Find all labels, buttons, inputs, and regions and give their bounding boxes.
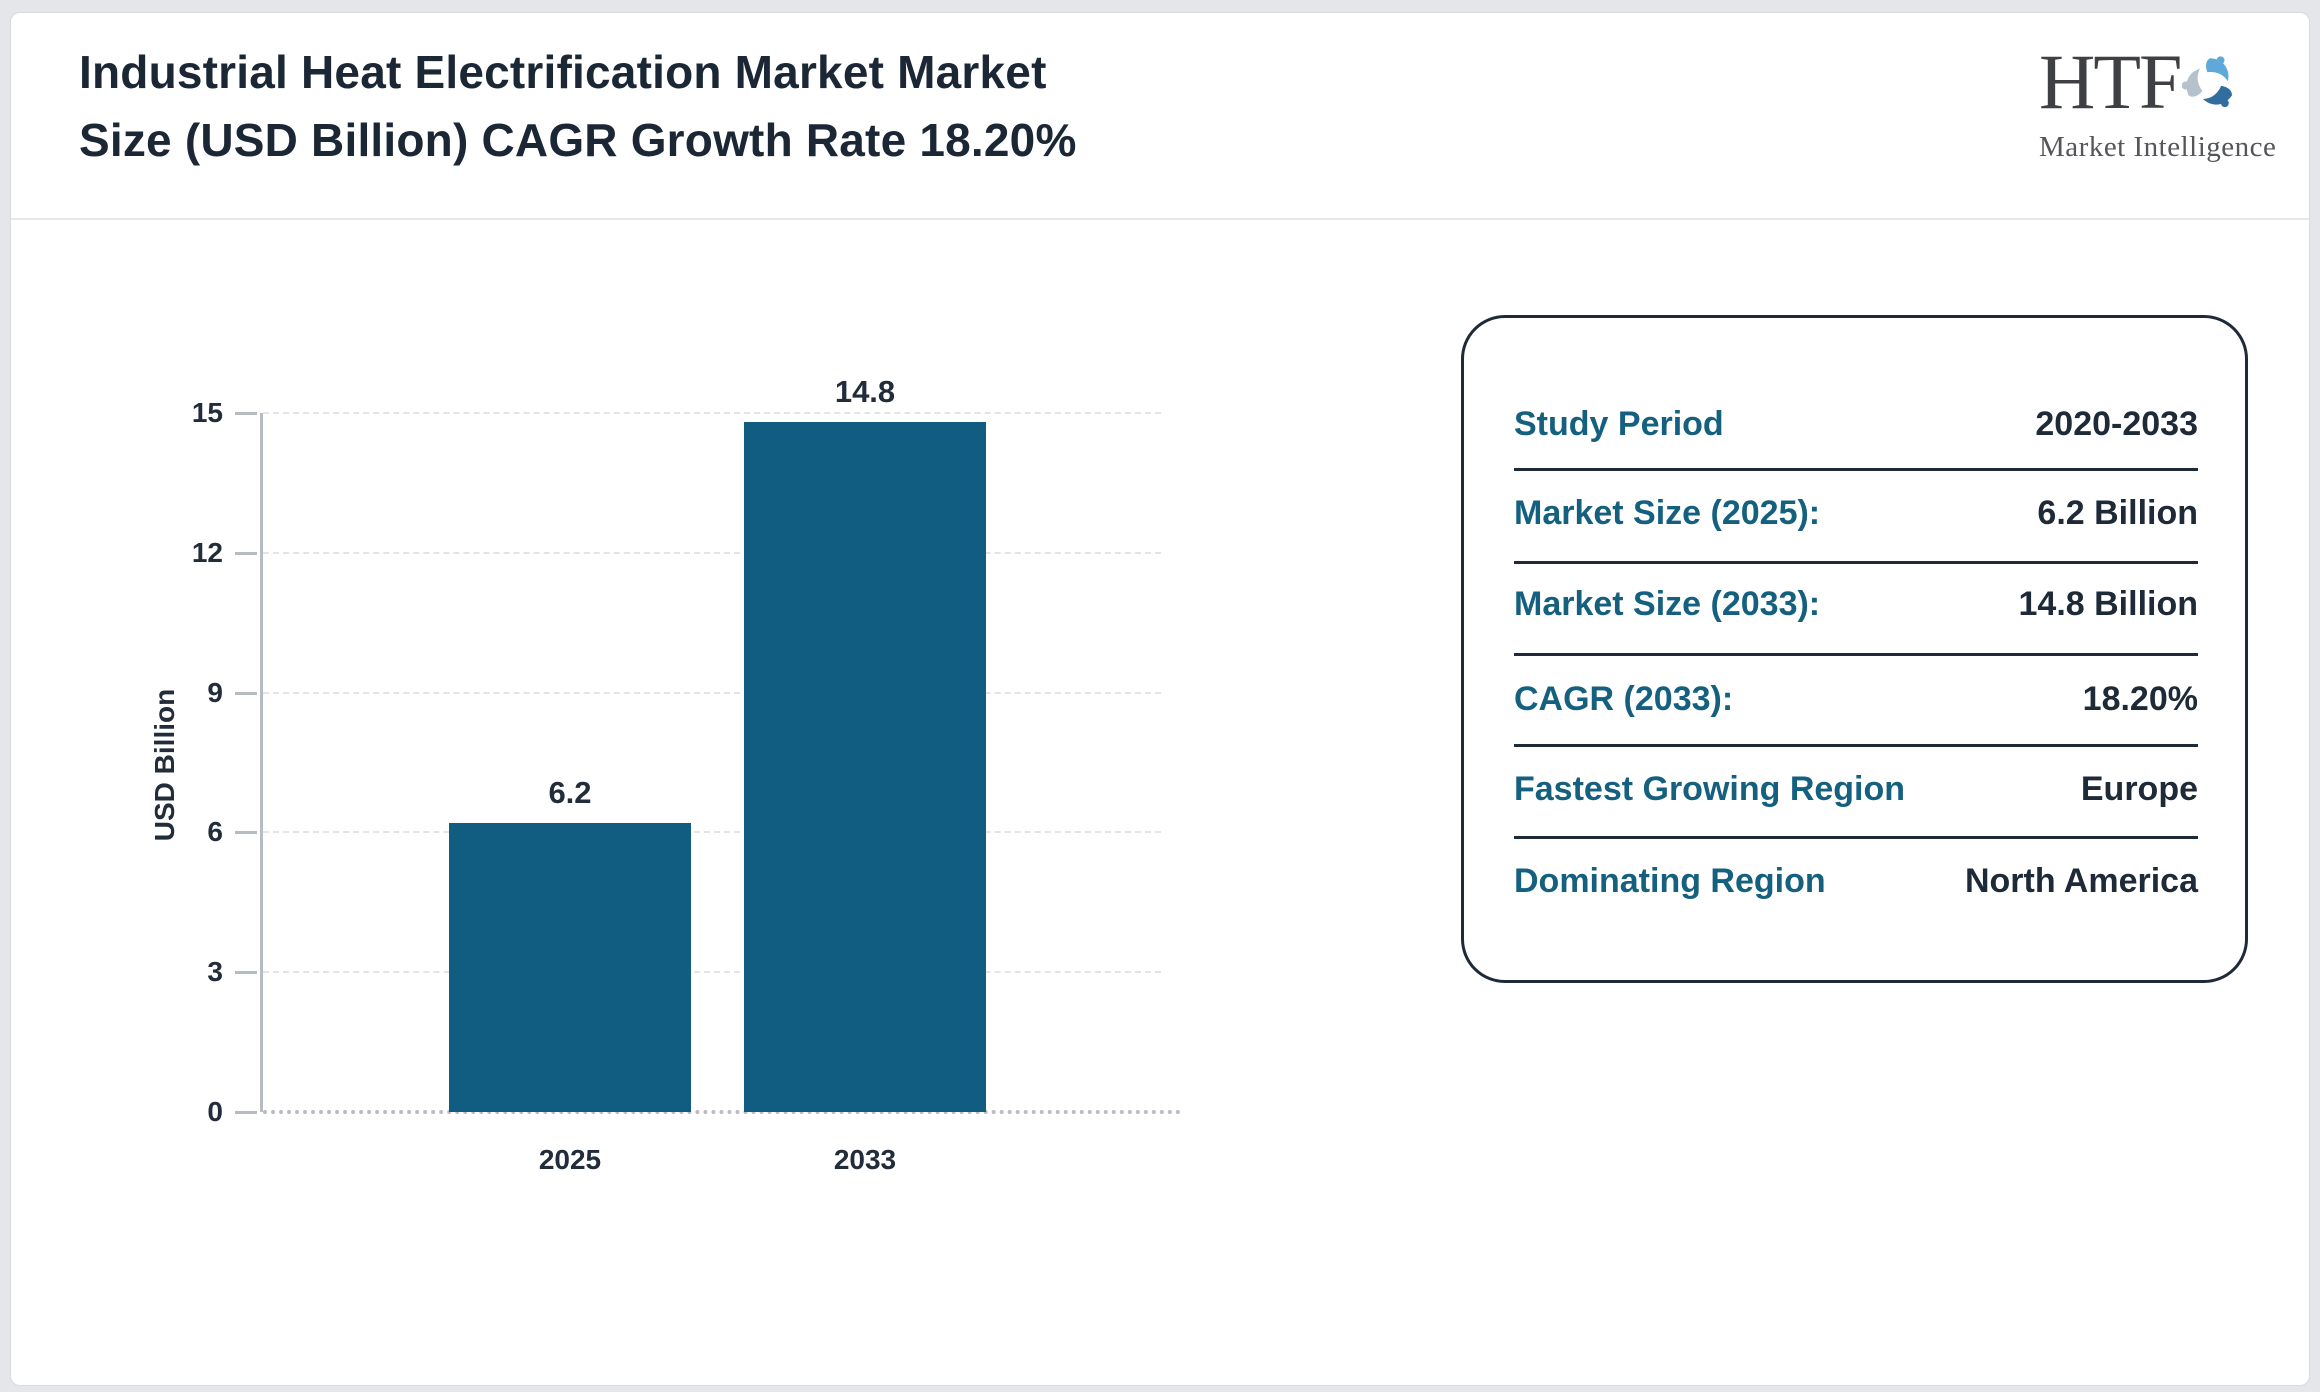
htf-swirl-icon — [2182, 56, 2233, 108]
y-tick-mark — [235, 831, 257, 835]
y-tick-mark — [235, 1111, 257, 1114]
y-tick-label: 0 — [207, 1096, 223, 1127]
htf-logo-text: HTF — [2039, 38, 2182, 125]
panel-label: Fastest Growing Region — [1514, 769, 1906, 808]
header-divider — [11, 218, 2309, 220]
gridline — [263, 971, 1161, 974]
panel-row-market-size-2025: Market Size (2025): 6.2 Billion — [1514, 473, 2198, 553]
gridline — [263, 691, 1161, 694]
gridline — [263, 551, 1161, 554]
y-tick-label: 9 — [207, 676, 223, 708]
y-tick-label: 6 — [207, 816, 223, 848]
page-title-line1: Industrial Heat Electrification Market M… — [79, 46, 1047, 98]
gridline — [263, 412, 1161, 414]
page-title-line2: Size (USD Billion) CAGR Growth Rate 18.2… — [79, 113, 1077, 166]
panel-row-dominating-region: Dominating Region North America — [1514, 841, 2198, 921]
panel-value: North America — [1964, 861, 2198, 900]
panel-row-fastest-growing-region: Fastest Growing Region Europe — [1514, 749, 2198, 829]
panel-value: 2020-2033 — [2035, 404, 2198, 443]
panel-value: 14.8 Billion — [2018, 584, 2199, 623]
panel-label: Dominating Region — [1514, 861, 1826, 900]
panel-divider — [1514, 653, 2198, 656]
x-tick-label: 2025 — [538, 1144, 602, 1175]
panel-label: CAGR (2033): — [1514, 679, 1734, 718]
panel-label: Study Period — [1514, 404, 1724, 443]
panel-row-study-period: Study Period 2020-2033 — [1514, 384, 2198, 464]
x-tick-label: 2033 — [833, 1144, 897, 1175]
y-tick-mark — [235, 691, 257, 695]
panel-divider — [1514, 561, 2198, 564]
y-tick-mark — [235, 971, 257, 975]
report-card: Industrial Heat Electrification Market M… — [10, 12, 2310, 1386]
panel-value: 18.20% — [2082, 679, 2198, 718]
gridline — [263, 831, 1161, 834]
panel-divider — [1514, 468, 2198, 471]
x-axis-baseline — [263, 1110, 1181, 1114]
panel-divider — [1514, 836, 2198, 839]
panel-divider — [1514, 744, 2198, 747]
panel-label: Market Size (2025): — [1514, 493, 1821, 532]
bar-value-label: 6.2 — [548, 775, 592, 811]
summary-panel: Study Period 2020-2033 Market Size (2025… — [1461, 315, 2248, 983]
htf-logo-subtext: Market Intelligence — [2039, 131, 2277, 163]
panel-value: Europe — [2080, 769, 2198, 808]
panel-value: 6.2 Billion — [2037, 493, 2198, 532]
bar-2025 — [449, 823, 691, 1112]
htf-logo: HTF Market Intelligence — [2039, 38, 2277, 164]
panel-row-market-size-2033: Market Size (2033): 14.8 Billion — [1514, 564, 2198, 644]
page-title: Industrial Heat Electrification Market M… — [79, 39, 1077, 174]
y-axis-line — [260, 413, 263, 1112]
bar-chart: USD Billion 0 3 6 9 12 15 6.2 2025 14.8 2033 — [11, 13, 1261, 1263]
panel-row-cagr: CAGR (2033): 18.20% — [1514, 659, 2198, 739]
y-tick-mark — [235, 551, 257, 555]
panel-label: Market Size (2033): — [1514, 584, 1821, 623]
bar-value-label: 14.8 — [834, 374, 896, 410]
y-tick-label: 15 — [191, 397, 223, 428]
y-tick-label: 3 — [207, 956, 223, 988]
y-tick-mark — [235, 412, 257, 415]
bar-2033 — [744, 422, 986, 1112]
y-tick-label: 12 — [191, 536, 223, 568]
